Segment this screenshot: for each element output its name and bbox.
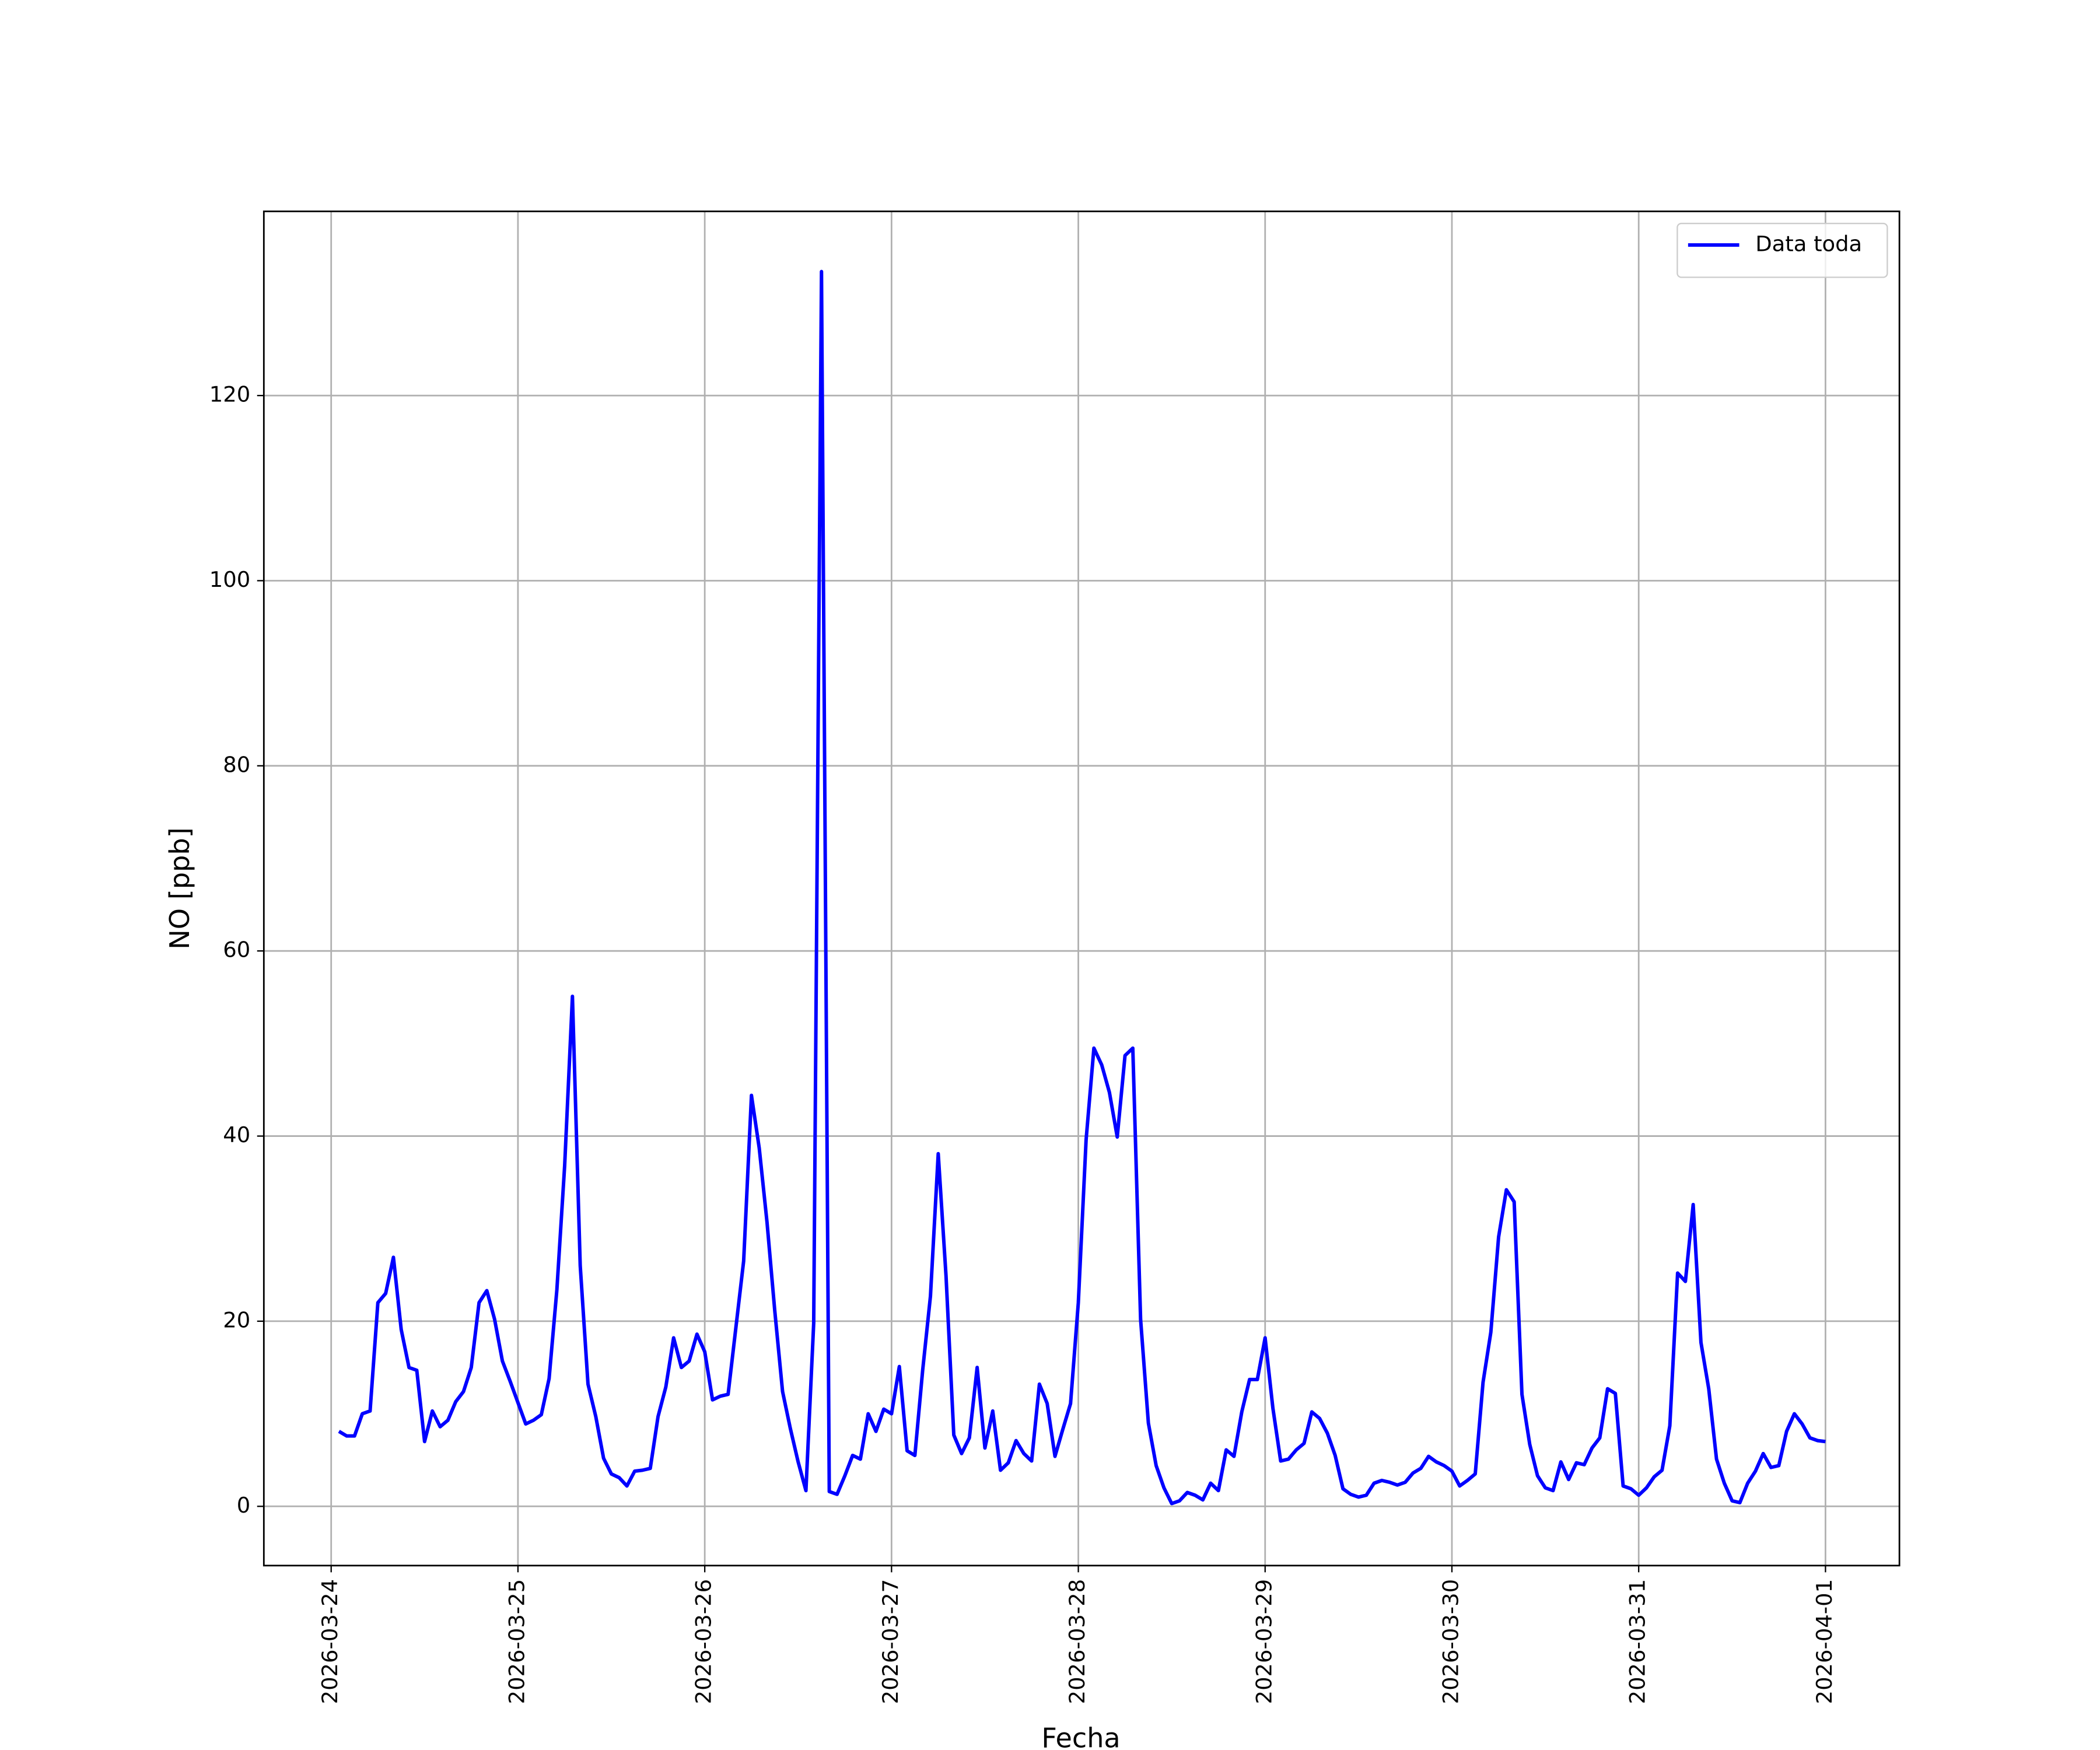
x-tick-label: 2026-03-27 [878,1579,903,1704]
axes-frame [262,210,1901,1567]
x-axis-label: Fecha [1041,1722,1120,1750]
x-tick-label: 2026-03-26 [691,1579,716,1704]
y-tick-label: 0 [237,1493,250,1518]
ticks: 0 20 40 60 80 100 120 2026-03-24 2026-03-25 2026-… [209,382,1837,1704]
x-tick-label: 2026-03-25 [504,1579,529,1704]
y-tick-label: 60 [223,937,250,963]
y-tick-label: 120 [209,382,250,407]
x-tick-label: 2026-03-29 [1251,1579,1276,1704]
y-tick-label: 80 [223,752,250,777]
legend-label: Data toda [1755,232,1862,257]
x-tick-label: 2026-03-30 [1438,1579,1463,1704]
x-tick-label: 2026-04-01 [1812,1579,1837,1704]
legend-box [1676,222,1888,278]
y-axis-label: NO [ppb] [164,827,195,949]
y-tick-label: 100 [209,567,250,592]
legend: Data toda [1676,222,1888,278]
x-tick-label: 2026-03-28 [1065,1579,1090,1704]
y-tick-label: 20 [223,1307,250,1332]
x-tick-label: 2026-03-31 [1625,1579,1650,1704]
y-tick-label: 40 [223,1122,250,1147]
plot-area [338,270,1826,1506]
x-tick-label: 2026-03-24 [317,1579,342,1704]
data-line [338,270,1826,1506]
grid [264,211,1900,1566]
